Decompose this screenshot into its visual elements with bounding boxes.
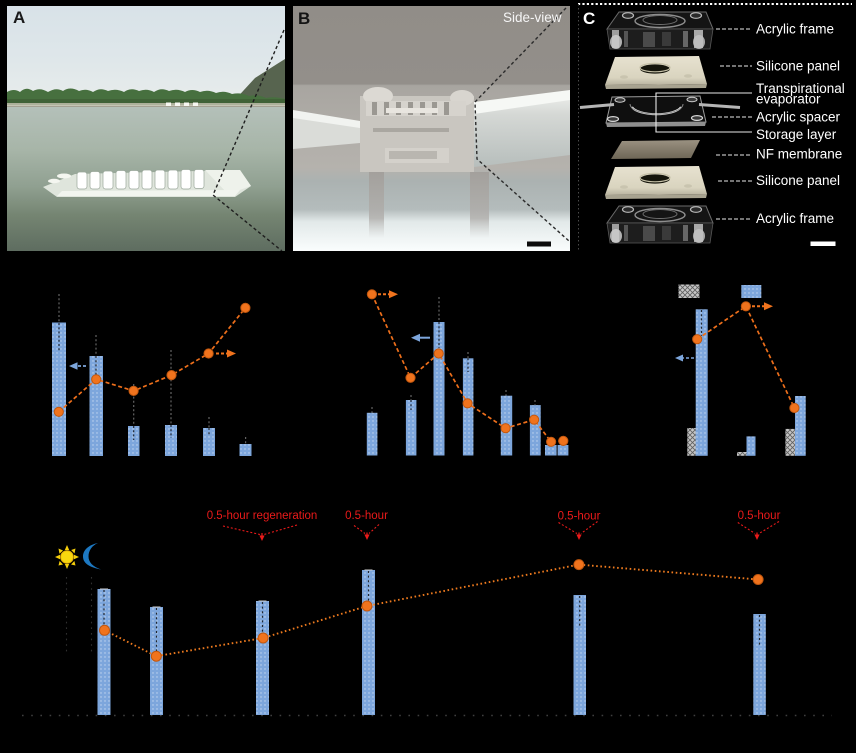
svg-text:NF membrane: NF membrane [756,147,842,162]
svg-text:Silicone panel: Silicone panel [756,173,840,188]
svg-text:C: C [583,9,595,28]
svg-text:Silicone panel: Silicone panel [756,59,840,74]
svg-text:Acrylic frame: Acrylic frame [756,22,834,37]
svg-text:Storage layer: Storage layer [756,127,837,142]
svg-text:0.5-hour: 0.5-hour [558,511,601,523]
svg-text:Transpirational: Transpirational [756,81,845,96]
svg-text:Acrylic frame: Acrylic frame [756,211,834,226]
svg-text:Side-view: Side-view [503,10,562,25]
svg-text:0.5-hour: 0.5-hour [738,510,781,522]
svg-text:Acrylic spacer: Acrylic spacer [756,110,841,125]
svg-text:0.5-hour regeneration: 0.5-hour regeneration [207,510,318,522]
svg-text:A: A [13,8,25,27]
svg-text:0.5-hour: 0.5-hour [345,510,388,522]
svg-text:B: B [298,9,310,28]
svg-text:evaporator: evaporator [756,92,821,107]
